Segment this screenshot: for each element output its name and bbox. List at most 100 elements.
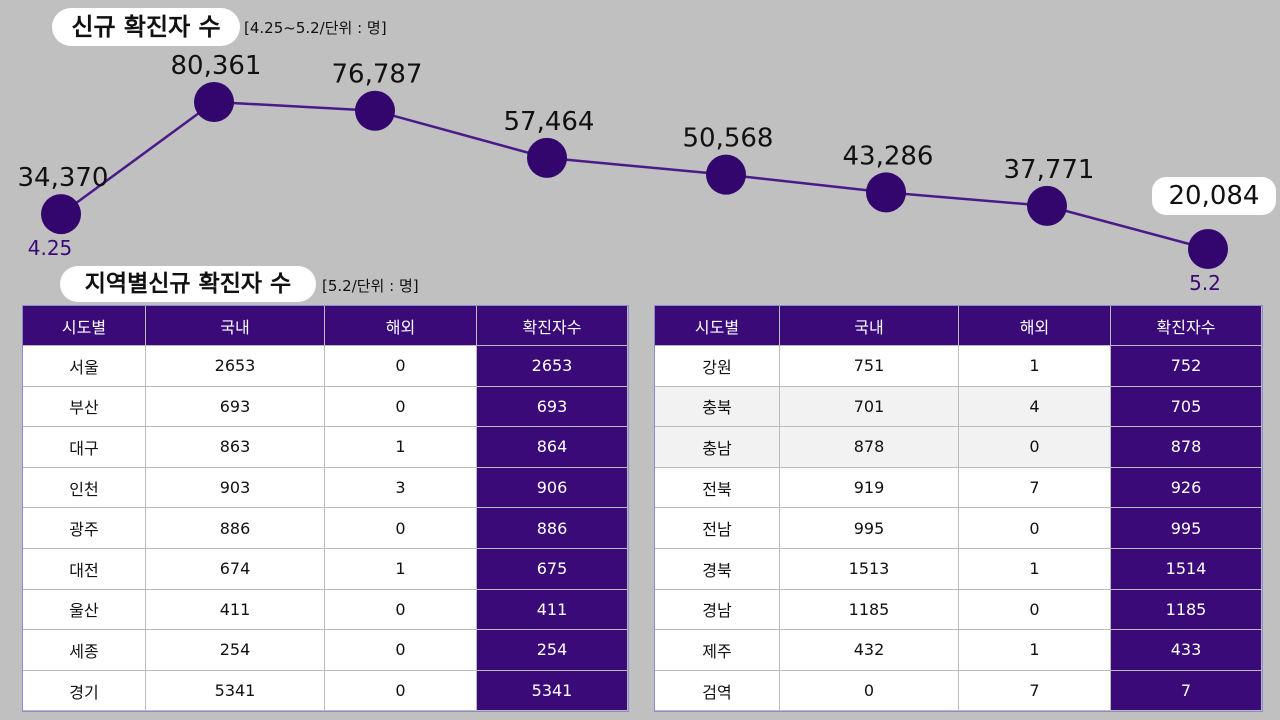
chart-title: 신규 확진자 수: [52, 8, 240, 46]
table-cell: 2653: [477, 346, 628, 387]
table-cell: 인천: [23, 467, 146, 509]
value-label: 34,370: [18, 163, 109, 193]
table-cell: 경남: [655, 589, 780, 631]
value-label: 76,787: [332, 60, 423, 90]
table: 시도별 국내 해외 확진자수 서울 2653 0 2653 부산 693 0 693 대구 863 1 864…: [22, 305, 629, 713]
header-cell: 확진자수: [1111, 306, 1262, 346]
table-cell: 878: [780, 427, 959, 468]
table-cell: 검역: [655, 670, 780, 712]
table-cell: 0: [325, 670, 477, 712]
table-cell: 903: [146, 467, 325, 509]
table-cell: 693: [477, 386, 628, 428]
table-cell: 0: [325, 630, 477, 671]
table-cell: 1: [959, 549, 1111, 590]
table-cell: 878: [1111, 427, 1262, 468]
table-cell: 7: [959, 467, 1111, 509]
table-cell: 0: [959, 508, 1111, 549]
table-cell: 충북: [655, 386, 780, 428]
table-cell: 906: [477, 467, 628, 509]
value-label: 37,771: [1004, 155, 1095, 185]
value-label: 57,464: [504, 107, 595, 137]
table-cell: 674: [146, 549, 325, 590]
table-cell: 0: [780, 670, 959, 712]
table-cell: 411: [477, 589, 628, 631]
table-cell: 995: [1111, 508, 1262, 549]
table-cell: 대구: [23, 427, 146, 468]
table-cell: 서울: [23, 346, 146, 387]
table-cell: 광주: [23, 508, 146, 549]
table-cell: 7: [1111, 670, 1262, 712]
table-cell: 1185: [780, 589, 959, 631]
table-cell: 제주: [655, 630, 780, 671]
table-cell: 5341: [146, 670, 325, 712]
point: [1188, 229, 1228, 269]
table-cell: 751: [780, 346, 959, 387]
value-label: 80,361: [171, 51, 262, 81]
table: 시도별 국내 해외 확진자수 강원 751 1 752 충북 701 4 705 충남 878 0 878 전북…: [654, 305, 1263, 713]
table-cell: 전북: [655, 467, 780, 509]
table-cell: 675: [477, 549, 628, 590]
table-cell: 254: [146, 630, 325, 671]
value-label: 20,084: [1169, 181, 1260, 211]
point: [355, 90, 395, 131]
tables-title: 지역별신규 확진자 수: [60, 266, 316, 302]
point: [194, 82, 234, 122]
table-cell: 1: [325, 549, 477, 590]
table-cell: 0: [325, 508, 477, 549]
chart-subtitle: [4.25~5.2/단위 : 명]: [244, 19, 387, 37]
table-cell: 강원: [655, 346, 780, 387]
table-cell: 울산: [23, 589, 146, 631]
table-cell: 919: [780, 467, 959, 509]
table-cell: 3: [325, 467, 477, 509]
table-cell: 부산: [23, 386, 146, 428]
header-cell: 해외: [959, 306, 1111, 346]
table-cell: 1: [959, 346, 1111, 387]
point: [41, 194, 81, 235]
table-cell: 1513: [780, 549, 959, 590]
label-box: [1152, 177, 1276, 215]
table-cell: 5341: [477, 670, 628, 712]
line: [60, 100, 1209, 251]
value-label: 50,568: [683, 124, 774, 154]
table-cell: 경북: [655, 549, 780, 590]
table-cell: 864: [477, 427, 628, 468]
point: [866, 172, 906, 213]
table-cell: 701: [780, 386, 959, 428]
header-cell: 국내: [780, 306, 959, 346]
table-cell: 0: [325, 346, 477, 387]
table-cell: 693: [146, 386, 325, 428]
table-cell: 0: [325, 589, 477, 631]
table-cell: 0: [959, 589, 1111, 631]
table-cell: 7: [959, 670, 1111, 712]
table-cell: 0: [959, 427, 1111, 468]
header-cell: 확진자수: [477, 306, 628, 346]
header-cell: 시도별: [23, 306, 146, 346]
table-cell: 995: [780, 508, 959, 549]
table-cell: 432: [780, 630, 959, 671]
header-cell: 시도별: [655, 306, 780, 346]
table-cell: 대전: [23, 549, 146, 590]
x-tick-label: 5.2: [1189, 271, 1221, 295]
header-cell: 해외: [325, 306, 477, 346]
table-cell: 705: [1111, 386, 1262, 428]
table-cell: 1: [959, 630, 1111, 671]
table-cell: 세종: [23, 630, 146, 671]
chart: 34,370 4.25 80,361 76,787 57,464 50,568 43,286…: [18, 51, 1276, 295]
point: [527, 137, 567, 178]
x-tick-label: 4.25: [28, 236, 73, 260]
table-cell: 0: [325, 386, 477, 428]
table-cell: 충남: [655, 427, 780, 468]
table-cell: 752: [1111, 346, 1262, 387]
header-cell: 국내: [146, 306, 325, 346]
table-cell: 경기: [23, 670, 146, 712]
table-cell: 433: [1111, 630, 1262, 671]
point: [706, 154, 746, 195]
table-cell: 926: [1111, 467, 1262, 509]
point: [1027, 185, 1067, 226]
table-cell: 1: [325, 427, 477, 468]
value-label: 43,286: [843, 141, 934, 171]
table-cell: 863: [146, 427, 325, 468]
table-cell: 1514: [1111, 549, 1262, 590]
table-cell: 886: [477, 508, 628, 549]
